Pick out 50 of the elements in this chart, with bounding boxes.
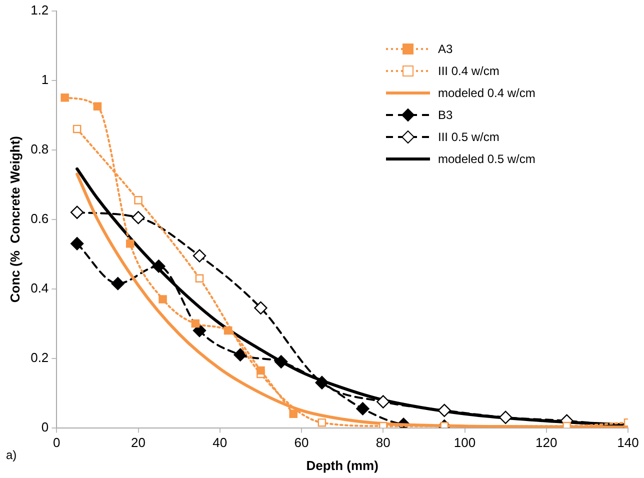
y-tick-label: 1 [41, 72, 49, 87]
point [126, 239, 134, 248]
legend-label: B3 [438, 108, 453, 122]
point [254, 301, 268, 315]
point [111, 276, 124, 290]
y-tick-label: 0.4 [30, 280, 49, 296]
y-tick-label: 0.8 [30, 141, 49, 156]
point [289, 410, 298, 418]
y-tick-label: 0.6 [30, 210, 49, 226]
point [234, 348, 247, 362]
point [70, 206, 84, 219]
point [379, 422, 388, 428]
point [158, 295, 167, 304]
point [192, 249, 206, 262]
point [70, 237, 84, 250]
point [224, 326, 232, 335]
y-tick-label: 1.2 [30, 2, 49, 18]
point [498, 410, 512, 424]
point [356, 402, 370, 416]
x-tick-label: 60 [294, 435, 309, 450]
y-tick-label: 0 [41, 419, 49, 434]
point [195, 274, 204, 283]
y-axis-title: Conc (% Concrete Weight) [7, 136, 22, 303]
x-axis-title: Depth (mm) [306, 458, 378, 473]
y-tick-label: 0.2 [30, 350, 49, 365]
point [132, 210, 145, 224]
x-tick-label: 20 [131, 435, 146, 450]
point [134, 196, 142, 204]
legend-label: A3 [438, 42, 453, 56]
point [256, 366, 265, 375]
legend-label: III 0.5 w/cm [438, 130, 500, 144]
x-tick-label: 0 [53, 435, 60, 450]
x-tick-label: 140 [617, 435, 639, 450]
point [152, 260, 166, 273]
point [274, 355, 288, 368]
point [60, 94, 69, 102]
point [318, 418, 326, 427]
point [191, 319, 200, 328]
x-tick-label: 80 [376, 435, 390, 450]
point [438, 404, 451, 418]
point [376, 395, 390, 408]
legend-label: III 0.4 w/cm [438, 64, 500, 78]
text: a) [6, 448, 17, 462]
point [72, 124, 82, 134]
x-tick-label: 100 [454, 435, 476, 450]
point [93, 102, 102, 110]
legend-label: modeled 0.5 w/cm [438, 152, 536, 166]
x-tick-label: 120 [536, 435, 558, 450]
x-tick-label: 40 [212, 435, 228, 450]
legend-label: modeled 0.4 w/cm [438, 86, 536, 100]
